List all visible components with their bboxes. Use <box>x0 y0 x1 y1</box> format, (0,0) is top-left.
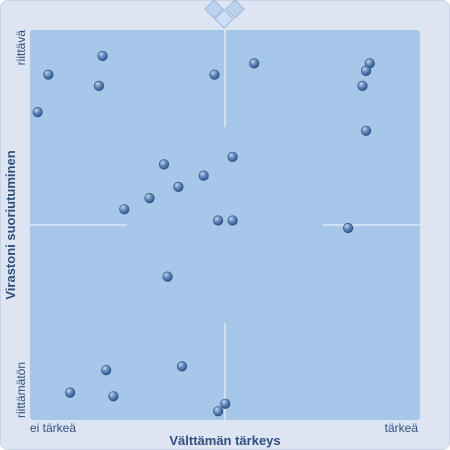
data-point-2 <box>43 69 54 80</box>
x-tick-high: tärkeä <box>385 421 419 435</box>
data-point-18 <box>227 215 238 226</box>
data-point-22 <box>101 365 112 376</box>
data-point-17 <box>213 215 224 226</box>
data-point-15 <box>173 181 184 192</box>
logo-icon <box>204 0 245 29</box>
y-tick-high: riittävä <box>14 30 28 66</box>
data-point-13 <box>144 193 155 204</box>
data-point-23 <box>64 387 76 398</box>
data-point-19 <box>343 222 354 234</box>
data-point-24 <box>108 391 119 402</box>
data-point-14 <box>158 159 170 170</box>
data-point-8 <box>361 65 372 76</box>
x-tick-low: ei tärkeä <box>30 421 76 435</box>
points-layer <box>32 50 375 417</box>
data-point-11 <box>227 151 238 162</box>
plot-area <box>30 30 420 420</box>
data-point-3 <box>93 80 105 91</box>
data-point-12 <box>198 170 209 181</box>
data-point-25 <box>220 398 231 409</box>
data-point-26 <box>213 406 224 417</box>
y-axis-title: Virastoni suoriutuminen <box>3 150 18 299</box>
data-point-16 <box>119 204 130 215</box>
data-point-1 <box>97 50 108 62</box>
data-point-5 <box>249 58 260 69</box>
data-point-21 <box>176 361 188 372</box>
data-point-20 <box>162 271 173 282</box>
data-point-9 <box>357 80 368 91</box>
x-axis-title: Välttämän tärkeys <box>169 433 280 448</box>
y-tick-low: riittämätön <box>14 362 28 418</box>
data-point-4 <box>32 106 43 118</box>
data-point-6 <box>209 69 220 80</box>
data-point-10 <box>361 125 372 136</box>
